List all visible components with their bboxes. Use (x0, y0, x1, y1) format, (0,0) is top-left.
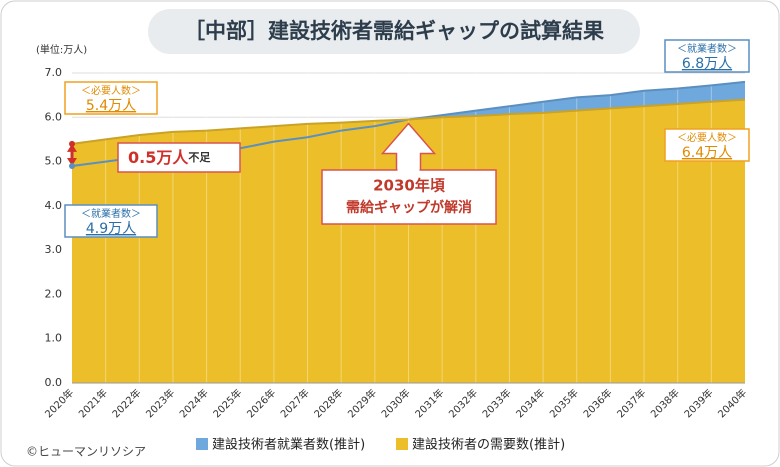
callout-value: 5.4万人 (86, 98, 136, 114)
legend-label: 建設技術者の需要数(推計) (412, 437, 565, 453)
callout-label: 2030年頃 (373, 177, 446, 195)
callout-value: 4.9万人 (86, 221, 136, 237)
callout-box (117, 142, 241, 173)
legend-label: 建設技術者就業者数(推計) (212, 437, 365, 453)
y-tick-label: 0.0 (45, 376, 63, 389)
callout-value-suffix: 不足 (188, 151, 211, 164)
point (69, 140, 75, 147)
y-tick-label: 3.0 (45, 243, 63, 256)
callout-box (664, 128, 750, 162)
y-tick-label: 6.0 (45, 110, 63, 123)
y-tick-label: 4.0 (45, 199, 63, 212)
callout-value-number: 0.5万人 (128, 148, 189, 167)
callout-value: 6.8万人 (682, 56, 732, 72)
y-tick-label: 2.0 (45, 287, 63, 300)
line (71, 98, 746, 145)
title-box (148, 9, 640, 54)
credit: ©ヒューマンリソシア (26, 445, 146, 459)
y-tick-label: 1.0 (45, 332, 63, 345)
point (69, 163, 75, 169)
callout-value: 需給ギャップが解消 (346, 199, 472, 216)
legend-swatch (396, 438, 408, 450)
legend-swatch (196, 438, 208, 450)
y-tick-label: 5.0 (45, 155, 63, 168)
callout-label: ＜必要人数＞ (81, 84, 141, 97)
chart-title: ［中部］建設技術者需給ギャップの試算結果 (184, 19, 604, 43)
callout-label: ＜就業者数＞ (81, 207, 141, 220)
y-tick-label: 7.0 (45, 66, 63, 79)
unit-label: (単位:万人) (36, 43, 87, 56)
callout-box (321, 169, 497, 225)
callout-label: ＜就業者数＞ (677, 42, 737, 55)
callout-value: 6.4万人 (682, 145, 732, 161)
callout-label: ＜必要人数＞ (677, 131, 737, 144)
callout-box (664, 39, 750, 73)
callout-value: 0.5万人不足 (128, 148, 211, 167)
callout-box (64, 81, 158, 115)
gap-arrow-head (67, 143, 77, 166)
callout-box (64, 204, 158, 238)
